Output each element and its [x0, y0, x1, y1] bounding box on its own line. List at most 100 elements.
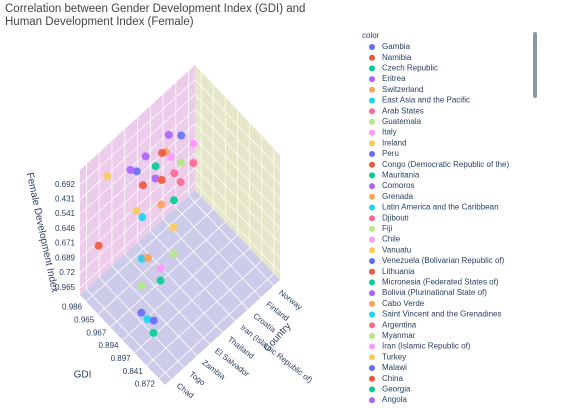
point [189, 159, 198, 168]
point [137, 308, 146, 317]
legend-marker [369, 161, 375, 168]
legend-label: Eritrea [382, 74, 406, 83]
grid-line [194, 138, 281, 229]
legend-marker [369, 268, 375, 275]
legend-marker [369, 225, 375, 232]
point [103, 172, 112, 181]
point [169, 250, 178, 259]
point [94, 241, 103, 250]
legend-title: color [362, 31, 380, 40]
legend-label: Ireland [382, 138, 406, 147]
point [166, 153, 175, 162]
legend-marker [369, 311, 375, 318]
z-tick-label: 0.646 [55, 224, 76, 233]
legend-label: Latin America and the Caribbean [382, 203, 499, 212]
point [138, 213, 147, 222]
legend-marker [369, 247, 375, 254]
point [137, 281, 146, 290]
legend-label: Mauritania [382, 171, 420, 180]
legend-marker [369, 183, 375, 190]
legend-marker [369, 44, 375, 50]
point [169, 223, 178, 232]
z-tick-label: 0.431 [55, 195, 76, 204]
legend-marker [369, 332, 375, 339]
point [156, 264, 165, 273]
y-tick-label: 0.872 [135, 380, 156, 389]
y-tick-label: 0.986 [62, 303, 83, 312]
grid-line [194, 182, 281, 273]
point [137, 254, 146, 263]
grid-line [79, 167, 196, 274]
legend-marker [369, 140, 375, 147]
legend-label: Georgia [382, 385, 411, 394]
legend-marker [369, 108, 375, 115]
point [141, 152, 150, 161]
point [156, 276, 165, 285]
point [126, 165, 135, 174]
legend-marker [369, 118, 375, 125]
point [176, 158, 185, 167]
legend-marker [369, 258, 375, 264]
legend-label: East Asia and the Pacific [382, 96, 470, 105]
point [157, 175, 166, 184]
legend-marker [369, 129, 375, 136]
grid-line [110, 221, 226, 328]
legend-marker [369, 204, 375, 211]
legend-label: Italy [382, 128, 397, 137]
legend-label: Switzerland [382, 85, 423, 94]
legend-label: Venezuela (Bolivarian Republic of) [382, 256, 505, 265]
legend-label: Saint Vincent and the Grenadines [382, 310, 502, 319]
z-tick-label: 0.692 [55, 180, 76, 189]
point [158, 149, 167, 158]
y-tick-label: 0.841 [123, 367, 144, 376]
point [149, 316, 158, 325]
grid-line [79, 138, 196, 244]
legend-label: Bolivia (Plurinational State of) [382, 288, 487, 297]
grid-line [85, 196, 202, 302]
legend-label: Cabo Verde [382, 299, 425, 308]
legend-label: Guatemala [382, 117, 422, 126]
z-tick-label: 0.541 [55, 209, 76, 218]
legend-marker [369, 386, 375, 393]
point [189, 139, 198, 148]
legend-marker [369, 86, 375, 93]
legend-label: Arab States [382, 106, 424, 115]
legend-marker [369, 397, 375, 404]
legend-marker [369, 215, 375, 222]
legend-label: Myanmar [382, 331, 416, 340]
legend-label: Angola [382, 395, 407, 404]
point [151, 162, 160, 171]
point [132, 167, 141, 176]
grid-line [194, 123, 281, 215]
grid-line [122, 234, 238, 341]
z-tick-label: 0.72 [59, 268, 75, 277]
legend-label: China [382, 374, 403, 383]
legend-marker [369, 172, 375, 179]
point [177, 131, 186, 140]
point [144, 253, 153, 262]
legend-label: Vanuatu [382, 245, 411, 254]
point [176, 178, 185, 187]
grid-line [194, 167, 281, 259]
legend-marker [369, 290, 375, 297]
legend-marker [369, 300, 375, 307]
point [164, 130, 173, 139]
legend-marker [369, 236, 375, 243]
x-tick-label: Togo [188, 370, 208, 388]
grid-line [158, 273, 275, 379]
y-axis-title: GDI [74, 370, 92, 381]
legend-label: Czech Republic [382, 64, 438, 73]
legend-label: Micronesia (Federated States of) [382, 278, 499, 287]
grid-line [79, 123, 196, 230]
z-tick-label: 0.671 [55, 239, 76, 248]
grid-line [97, 208, 214, 315]
legend-marker [369, 279, 375, 286]
legend-label: Fiji [382, 224, 392, 233]
z-tick-label: 0.965 [55, 283, 76, 292]
legend-label: Iran (Islamic Republic of) [382, 342, 471, 351]
legend-label: Gambia [382, 42, 411, 51]
grid-line [146, 260, 263, 367]
legend-marker [369, 322, 375, 329]
